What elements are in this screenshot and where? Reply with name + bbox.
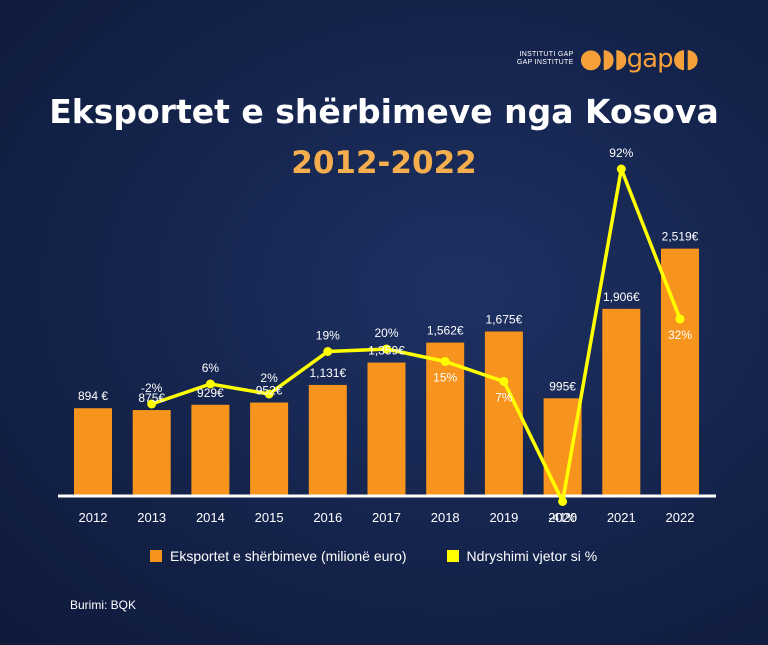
line-point-2019 xyxy=(499,377,509,386)
line-point-2015 xyxy=(264,389,274,399)
bar-value-label-2018: 1,562€ xyxy=(427,324,464,338)
legend-label-bars: Eksportet e shërbimeve (milionë euro) xyxy=(170,548,407,564)
line-series-path xyxy=(151,167,682,504)
line-point-2021 xyxy=(616,164,626,174)
bar-2019 xyxy=(484,331,523,496)
line-point-2022 xyxy=(675,314,685,324)
legend-item-bars: Eksportet e shërbimeve (milionë euro) xyxy=(150,548,407,564)
line-point-2020 xyxy=(558,497,568,506)
x-tick-label-2020: 2020 xyxy=(548,510,577,525)
line-series-group xyxy=(147,164,685,506)
x-tick-labels: 2012 2013 2014 2015 2016 2017 2018 2019 2020 2021… xyxy=(79,510,695,525)
line-value-label-2020: -41% xyxy=(549,511,577,525)
chart-title: Eksportet e shërbimeve nga Kosova xyxy=(49,92,719,131)
x-tick-label-2019: 2019 xyxy=(489,510,518,525)
line-value-label-2021: 92% xyxy=(609,146,633,160)
x-tick-label-2016: 2016 xyxy=(313,510,342,525)
source-note: Burimi: BQK xyxy=(70,598,137,612)
line-value-label-2019: 7% xyxy=(495,391,513,405)
line-value-label-2022: 32% xyxy=(668,328,692,342)
legend-label-line: Ndryshimi vjetor si % xyxy=(466,548,598,564)
bar-2018 xyxy=(426,342,465,496)
bar-2020 xyxy=(543,398,582,496)
bar-2012 xyxy=(74,408,112,496)
logo-text: INSTITUTI GAP GAP INSTITUTE xyxy=(516,51,574,66)
bar-value-label-2014: 929€ xyxy=(197,386,224,400)
line-point-2014 xyxy=(205,379,215,389)
legend-swatch-line xyxy=(446,550,459,562)
x-tick-label-2021: 2021 xyxy=(607,510,636,525)
line-value-label-2016: 19% xyxy=(316,329,340,343)
bar-value-label-2017: 1,359€ xyxy=(368,344,405,358)
x-tick-label-2022: 2022 xyxy=(666,510,695,525)
bar-value-label-2013: 875€ xyxy=(138,391,165,405)
line-value-label-2013: -2% xyxy=(141,381,163,395)
bars-group xyxy=(74,248,699,496)
x-tick-label-2012: 2012 xyxy=(79,510,108,525)
line-value-label-2017: 20% xyxy=(374,326,398,340)
bar-2013 xyxy=(132,410,171,496)
line-value-label-2014: 6% xyxy=(202,361,220,375)
bar-2014 xyxy=(191,404,230,496)
bar-value-label-2015: 952€ xyxy=(256,384,283,398)
x-tick-label-2013: 2013 xyxy=(137,510,166,525)
bar-value-label-2016: 1,131€ xyxy=(309,366,346,380)
line-point-2016 xyxy=(323,347,333,356)
logo: INSTITUTI GAP GAP INSTITUTE ●◗◗gap◖◗ xyxy=(516,44,699,74)
bar-value-label-2012: 894 € xyxy=(78,389,108,403)
x-tick-label-2014: 2014 xyxy=(196,510,225,525)
logo-dots-left: ●◗◗ xyxy=(579,44,628,74)
bar-2021 xyxy=(602,308,641,496)
bar-value-label-2022: 2,519€ xyxy=(662,230,699,244)
x-tick-label-2015: 2015 xyxy=(255,510,284,525)
line-value-label-2018: 15% xyxy=(433,371,457,385)
line-value-labels: -2% 6% 2% 19% 20% 15% 7% -41% 92% 32% xyxy=(141,146,692,525)
bar-value-label-2019: 1,675€ xyxy=(486,313,523,327)
bar-value-label-2020: 995€ xyxy=(549,379,576,393)
chart-subtitle: 2012-2022 xyxy=(291,145,477,181)
bar-2017 xyxy=(367,362,406,496)
legend-item-line: Ndryshimi vjetor si % xyxy=(446,548,598,564)
legend-swatch-bars xyxy=(150,550,162,562)
line-point-2017 xyxy=(382,344,391,354)
bar-value-labels: 894 € 875€ 929€ 952€ 1,131€ 1,359€ 1,562€ 1,675… xyxy=(78,230,699,405)
line-value-label-2015: 2% xyxy=(260,371,278,385)
logo-mark: ●◗◗gap◖◗ xyxy=(579,44,699,74)
logo-dots-right: ◖◗ xyxy=(672,44,699,74)
bar-2015 xyxy=(250,402,289,496)
x-tick-label-2017: 2017 xyxy=(372,510,401,525)
line-point-2018 xyxy=(440,357,450,366)
bar-value-label-2021: 1,906€ xyxy=(603,290,640,304)
x-tick-label-2018: 2018 xyxy=(431,510,460,525)
line-point-2013 xyxy=(147,399,157,409)
bar-2016 xyxy=(308,384,347,496)
legend: Eksportet e shërbimeve (milionë euro) Nd… xyxy=(150,548,597,564)
